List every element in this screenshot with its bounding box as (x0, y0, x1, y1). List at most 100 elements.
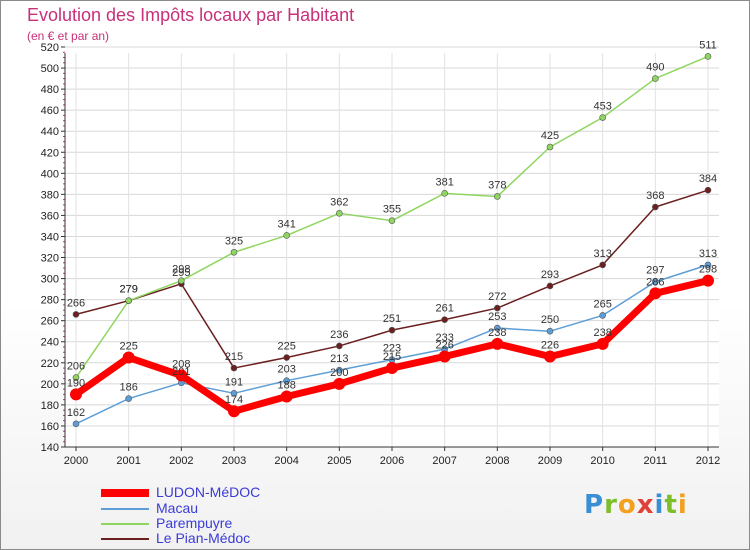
logo-letter: i (654, 490, 665, 520)
y-minor-tick (63, 314, 65, 316)
y-minor-tick (63, 72, 65, 74)
y-minor-tick (63, 241, 65, 243)
y-tick-label: 180 (41, 400, 59, 412)
y-minor-tick (63, 99, 65, 101)
y-tick-label: 240 (41, 337, 59, 349)
data-label: 253 (488, 311, 506, 323)
logo-letter: r (604, 490, 618, 520)
y-minor-tick (63, 409, 65, 411)
y-minor-tick (63, 325, 65, 327)
data-label: 238 (593, 327, 611, 339)
data-label: 238 (488, 327, 506, 339)
data-point (599, 114, 606, 121)
y-minor-tick (63, 288, 65, 290)
y-tick-label: 340 (41, 231, 59, 243)
y-tick-label: 280 (41, 295, 59, 307)
y-minor-tick (63, 62, 65, 64)
x-tick-label: 2009 (538, 455, 562, 467)
data-point (336, 366, 343, 374)
data-point (652, 203, 659, 211)
y-minor-tick (63, 93, 65, 95)
legend-swatch (101, 489, 149, 497)
data-point (546, 143, 554, 151)
y-minor-tick (63, 435, 65, 437)
data-label: 325 (225, 235, 243, 247)
data-label: 298 (699, 264, 717, 276)
data-label: 226 (541, 339, 559, 351)
data-label: 191 (225, 376, 243, 388)
data-point (652, 75, 659, 82)
y-tick-label: 460 (41, 105, 59, 117)
y-tick-label: 300 (41, 274, 59, 286)
data-label: 190 (67, 377, 85, 389)
data-point (704, 186, 712, 194)
data-label: 223 (383, 343, 401, 355)
y-minor-tick (63, 78, 65, 80)
x-tick-label: 2010 (590, 455, 614, 467)
data-label: 261 (435, 303, 453, 315)
y-tick-label: 220 (41, 358, 59, 370)
data-label: 174 (225, 394, 243, 406)
data-point (544, 350, 556, 363)
y-minor-tick (63, 209, 65, 211)
legend-label: LUDON-MéDOC (156, 484, 261, 500)
data-point (72, 420, 80, 428)
y-minor-tick (63, 167, 65, 169)
data-label: 215 (225, 351, 243, 363)
y-minor-tick (63, 309, 65, 311)
data-label: 250 (541, 314, 559, 326)
y-minor-tick (63, 330, 65, 332)
data-point (546, 327, 554, 335)
logo-letter: o (617, 490, 637, 520)
data-label: 362 (330, 196, 348, 208)
y-tick-label: 520 (41, 42, 59, 54)
proxiti-logo: Proxiti (584, 490, 688, 520)
data-point (386, 362, 398, 375)
logo-letter: x (636, 490, 655, 520)
data-label: 279 (119, 284, 137, 296)
data-label: 286 (646, 276, 664, 288)
y-tick-label: 420 (41, 147, 59, 159)
data-label: 425 (541, 130, 559, 142)
y-minor-tick (63, 357, 65, 359)
data-point (388, 217, 396, 224)
y-minor-tick (63, 199, 65, 201)
y-tick-label: 200 (41, 379, 59, 391)
y-minor-tick (63, 388, 65, 390)
y-minor-tick (63, 225, 65, 227)
y-minor-tick (63, 283, 65, 285)
data-label: 313 (699, 248, 717, 260)
data-point (441, 316, 448, 323)
x-tick-label: 2003 (222, 455, 246, 467)
data-label: 297 (646, 265, 664, 277)
y-minor-tick (63, 351, 65, 353)
data-point (388, 326, 396, 334)
data-label: 251 (383, 313, 401, 325)
data-label: 313 (593, 248, 611, 260)
data-label: 381 (435, 176, 453, 188)
data-point (230, 364, 238, 372)
x-tick-label: 2011 (644, 455, 668, 467)
y-minor-tick (63, 230, 65, 232)
x-tick-label: 2001 (116, 455, 140, 467)
data-point (230, 248, 238, 256)
logo-letter: t (664, 490, 678, 520)
data-label: 226 (435, 339, 453, 351)
data-point (178, 277, 185, 284)
logo-letter: P (584, 490, 605, 520)
data-point (122, 351, 135, 364)
y-minor-tick (63, 367, 65, 369)
data-point (494, 193, 501, 200)
data-point (283, 377, 290, 384)
y-minor-tick (63, 178, 65, 180)
y-tick-label: 140 (41, 442, 59, 454)
data-label: 233 (435, 332, 453, 344)
y-minor-tick (63, 378, 65, 380)
data-label: 341 (277, 218, 295, 230)
data-point (125, 297, 132, 304)
data-point (599, 261, 606, 269)
data-point (336, 342, 343, 350)
y-minor-tick (63, 246, 65, 248)
data-point (228, 405, 240, 418)
